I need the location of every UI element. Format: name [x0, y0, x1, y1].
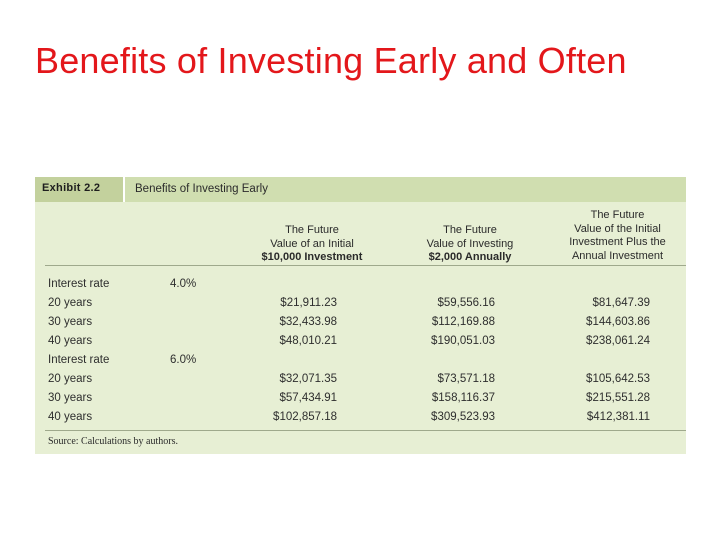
cell-annual-investing: $112,169.88 — [431, 316, 495, 328]
table-row: 20 years $32,071.35 $73,571.18 $105,642.… — [35, 370, 686, 389]
row-label: 30 years — [48, 316, 93, 328]
column-header-annual-investing: The Future Value of Investing $2,000 Ann… — [405, 224, 535, 265]
cell-annual-investing: $190,051.03 — [431, 335, 495, 347]
column-header-line: Annual Investment — [571, 249, 664, 262]
row-label: Interest rate — [48, 354, 110, 366]
column-header-line: The Future — [443, 224, 497, 236]
cell-combined: $105,642.53 — [586, 373, 650, 385]
interest-rate-value: 6.0% — [170, 354, 197, 366]
table-row: 40 years $102,857.18 $309,523.93 $412,38… — [35, 408, 686, 427]
cell-combined: $215,551.28 — [586, 392, 650, 404]
column-header-combined: The Future Value of the Initial Investme… — [550, 209, 685, 263]
cell-initial-investment: $102,857.18 — [273, 411, 337, 423]
column-header-line: Value of the Initial — [574, 222, 661, 235]
column-header-line: Investment Plus the — [569, 236, 666, 248]
row-label: 30 years — [48, 392, 93, 404]
interest-rate-value: 4.0% — [170, 278, 197, 290]
table-row: 30 years $32,433.98 $112,169.88 $144,603… — [35, 313, 686, 332]
cell-annual-investing: $158,116.37 — [431, 392, 495, 404]
exhibit-label-tab: Exhibit 2.2 — [35, 177, 125, 202]
table-row: 30 years $57,434.91 $158,116.37 $215,551… — [35, 389, 686, 408]
cell-combined: $238,061.24 — [586, 335, 650, 347]
exhibit-table-panel: Exhibit 2.2 Benefits of Investing Early … — [35, 177, 686, 454]
cell-initial-investment: $32,071.35 — [279, 373, 337, 385]
row-label: 20 years — [48, 297, 93, 309]
cell-combined: $144,603.86 — [586, 316, 650, 328]
exhibit-header-band: Exhibit 2.2 Benefits of Investing Early — [35, 177, 686, 202]
slide-title: Benefits of Investing Early and Often — [35, 40, 627, 81]
cell-combined: $81,647.39 — [592, 297, 650, 309]
column-header-line: Value of Investing — [426, 237, 514, 250]
row-label: Interest rate — [48, 278, 110, 290]
cell-initial-investment: $57,434.91 — [279, 392, 337, 404]
exhibit-label: Exhibit 2.2 — [42, 182, 101, 194]
row-label: 40 years — [48, 335, 93, 347]
cell-combined: $412,381.11 — [586, 411, 650, 423]
table-row: Interest rate 4.0% — [35, 275, 686, 294]
source-note: Source: Calculations by authors. — [48, 436, 178, 447]
column-header-line: $10,000 Investment — [261, 251, 363, 263]
cell-annual-investing: $309,523.93 — [431, 411, 495, 423]
table-row: 40 years $48,010.21 $190,051.03 $238,061… — [35, 332, 686, 351]
header-divider — [45, 265, 686, 266]
footer-divider — [45, 430, 686, 431]
cell-annual-investing: $73,571.18 — [437, 373, 495, 385]
table-row: Interest rate 6.0% — [35, 351, 686, 370]
exhibit-title: Benefits of Investing Early — [135, 183, 268, 195]
column-header-line: Value of an Initial — [270, 237, 354, 250]
row-label: 40 years — [48, 411, 93, 423]
cell-initial-investment: $48,010.21 — [279, 335, 337, 347]
table-row: 20 years $21,911.23 $59,556.16 $81,647.3… — [35, 294, 686, 313]
cell-annual-investing: $59,556.16 — [437, 297, 495, 309]
row-label: 20 years — [48, 373, 93, 385]
column-header-line: The Future — [590, 209, 645, 221]
cell-initial-investment: $21,911.23 — [280, 297, 337, 309]
cell-initial-investment: $32,433.98 — [279, 316, 337, 328]
column-header-line: The Future — [285, 224, 339, 236]
column-header-initial-investment: The Future Value of an Initial $10,000 I… — [247, 224, 377, 265]
column-header-line: $2,000 Annually — [428, 251, 512, 263]
